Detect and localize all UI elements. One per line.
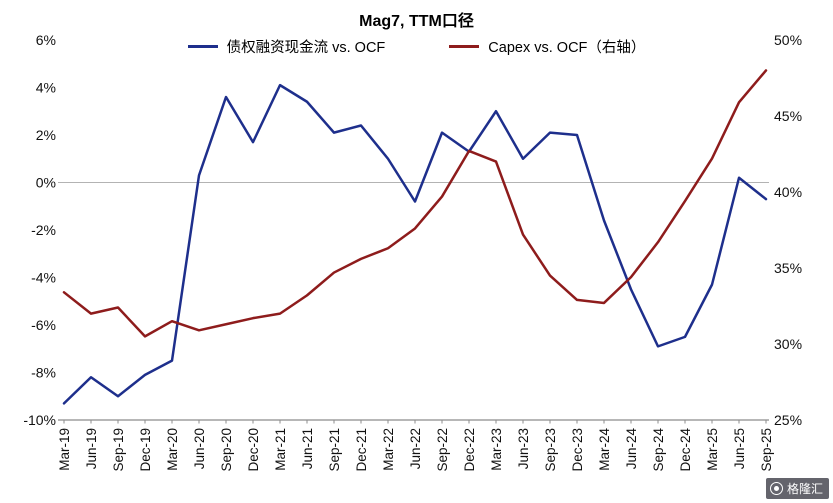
svg-text:Sep-23: Sep-23 [543, 428, 558, 472]
legend: 债权融资现金流 vs. OCF Capex vs. OCF（右轴） [0, 36, 833, 57]
svg-text:Jun-23: Jun-23 [516, 428, 531, 469]
chart-title: Mag7, TTM口径 [359, 13, 474, 30]
legend-label-debt-financing: 债权融资现金流 vs. OCF [226, 40, 386, 56]
svg-text:0%: 0% [36, 174, 56, 190]
svg-text:Mar-22: Mar-22 [381, 428, 396, 471]
svg-text:Dec-21: Dec-21 [354, 428, 369, 472]
gelonghui-logo-icon [769, 482, 783, 495]
legend-item-capex: Capex vs. OCF（右轴） [449, 36, 645, 57]
svg-text:Sep-19: Sep-19 [111, 428, 126, 472]
svg-text:25%: 25% [774, 412, 802, 428]
svg-text:Dec-20: Dec-20 [246, 428, 261, 472]
legend-label-capex: Capex vs. OCF（右轴） [488, 40, 646, 56]
svg-text:-8%: -8% [31, 364, 56, 380]
svg-text:40%: 40% [774, 184, 802, 200]
svg-text:Jun-20: Jun-20 [192, 428, 207, 469]
legend-line-swatch-blue [187, 45, 218, 48]
svg-text:Jun-19: Jun-19 [84, 428, 99, 469]
svg-text:Sep-22: Sep-22 [435, 428, 450, 472]
svg-text:Mar-25: Mar-25 [705, 428, 720, 471]
svg-text:Dec-23: Dec-23 [570, 428, 585, 472]
svg-text:Mar-23: Mar-23 [489, 428, 504, 471]
svg-text:Mar-19: Mar-19 [57, 428, 72, 471]
svg-text:Sep-25: Sep-25 [759, 428, 774, 472]
svg-text:Dec-22: Dec-22 [462, 428, 477, 472]
svg-text:30%: 30% [774, 336, 802, 352]
svg-text:Mar-21: Mar-21 [273, 428, 288, 471]
svg-text:-6%: -6% [31, 317, 56, 333]
watermark-text: 格隆汇 [786, 482, 823, 496]
svg-text:6%: 6% [36, 32, 56, 48]
svg-text:Dec-24: Dec-24 [678, 428, 693, 472]
svg-text:Sep-24: Sep-24 [651, 428, 666, 472]
legend-item-debt-financing-cashflow: 债权融资现金流 vs. OCF [187, 36, 386, 57]
svg-text:Jun-21: Jun-21 [300, 428, 315, 469]
svg-text:Sep-20: Sep-20 [219, 428, 234, 472]
svg-text:Mar-24: Mar-24 [597, 428, 612, 471]
svg-text:2%: 2% [36, 127, 56, 143]
svg-text:35%: 35% [774, 260, 802, 276]
legend-line-swatch-red [449, 45, 480, 48]
svg-text:Dec-19: Dec-19 [138, 428, 153, 472]
watermark-badge: 格隆汇 [765, 478, 829, 499]
svg-text:Jun-25: Jun-25 [732, 428, 747, 469]
svg-text:45%: 45% [774, 108, 802, 124]
svg-text:-2%: -2% [31, 222, 56, 238]
svg-text:-10%: -10% [23, 412, 56, 428]
svg-text:Jun-24: Jun-24 [624, 428, 639, 470]
svg-text:Jun-22: Jun-22 [408, 428, 423, 469]
svg-text:Mar-20: Mar-20 [165, 428, 180, 471]
svg-text:50%: 50% [774, 32, 802, 48]
svg-text:4%: 4% [36, 79, 56, 95]
svg-text:Sep-21: Sep-21 [327, 428, 342, 472]
svg-text:-4%: -4% [31, 269, 56, 285]
